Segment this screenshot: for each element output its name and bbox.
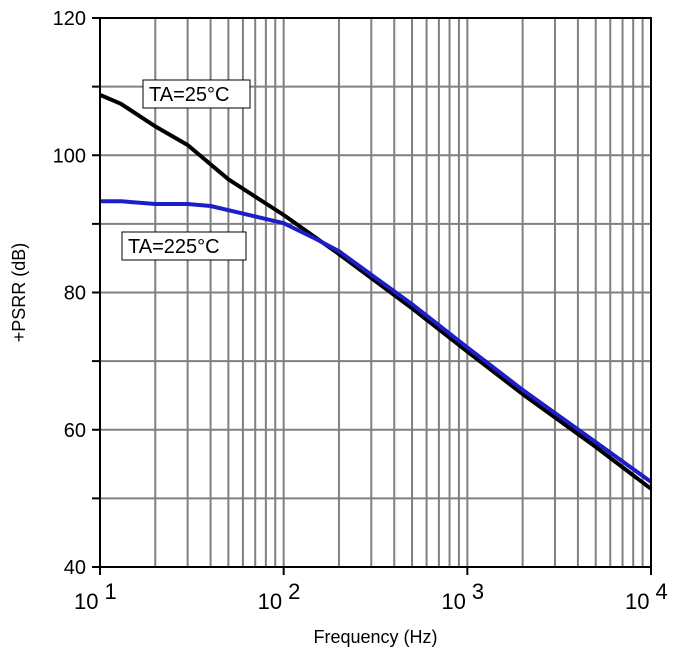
x-tick-label: 10 3 bbox=[441, 579, 484, 614]
x-tick-base: 10 bbox=[441, 589, 465, 614]
y-tick-label: 120 bbox=[53, 8, 86, 30]
x-axis-label: Frequency (Hz) bbox=[313, 627, 437, 647]
x-tick-base: 10 bbox=[258, 589, 282, 614]
x-tick-base: 10 bbox=[625, 589, 649, 614]
annotation-box bbox=[121, 231, 247, 261]
x-tick-exponent: 1 bbox=[104, 579, 116, 604]
x-tick-label: 10 1 bbox=[74, 579, 117, 614]
x-tick-label: 10 4 bbox=[625, 579, 668, 614]
x-tick-exponent: 3 bbox=[472, 579, 484, 604]
series-layer bbox=[99, 93, 653, 491]
x-tick-base: 10 bbox=[74, 589, 98, 614]
x-tick-exponent: 2 bbox=[288, 579, 300, 604]
annotation-label: TA=225°C bbox=[128, 236, 220, 258]
series-line bbox=[100, 199, 653, 484]
annotation-box bbox=[142, 79, 251, 109]
y-axis-label: +PSRR (dB) bbox=[9, 243, 29, 343]
x-tick-exponent: 4 bbox=[655, 579, 667, 604]
y-tick-label: 40 bbox=[64, 557, 86, 579]
x-tick-label: 10 2 bbox=[258, 579, 301, 614]
y-tick-label: 60 bbox=[64, 420, 86, 442]
y-tick-label: 80 bbox=[64, 283, 86, 305]
annotation-layer: TA=25°C TA=225°C bbox=[121, 79, 251, 261]
y-tick-label: 100 bbox=[53, 145, 86, 167]
annotation-label: TA=25°C bbox=[149, 84, 229, 106]
